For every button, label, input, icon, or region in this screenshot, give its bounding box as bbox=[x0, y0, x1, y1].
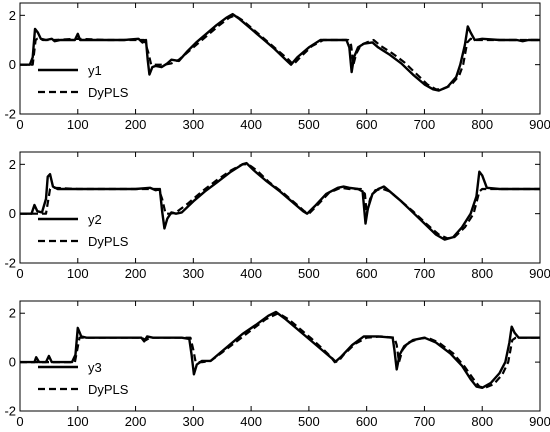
x-tick-label: 400 bbox=[240, 117, 262, 132]
x-tick-label: 0 bbox=[16, 117, 23, 132]
x-tick-label: 200 bbox=[125, 266, 147, 281]
legend-label: y1 bbox=[88, 63, 102, 78]
x-tick-label: 600 bbox=[356, 414, 378, 429]
x-tick-label: 100 bbox=[67, 117, 89, 132]
series-line-3-dypls bbox=[20, 312, 540, 389]
x-tick-label: 100 bbox=[67, 414, 89, 429]
legend-label: DyPLS bbox=[88, 85, 129, 100]
x-tick-label: 300 bbox=[182, 414, 204, 429]
y-tick-label: 2 bbox=[9, 157, 16, 172]
axes-box-2 bbox=[19, 151, 541, 264]
x-tick-label: 400 bbox=[240, 414, 262, 429]
x-tick-label: 300 bbox=[182, 117, 204, 132]
x-tick-label: 0 bbox=[16, 414, 23, 429]
x-tick-label: 900 bbox=[529, 266, 550, 281]
x-tick-label: 500 bbox=[298, 117, 320, 132]
series-line-3-y3 bbox=[20, 310, 540, 389]
y-tick-label: 0 bbox=[9, 355, 16, 370]
x-tick-label: 700 bbox=[414, 117, 436, 132]
x-tick-label: 900 bbox=[529, 117, 550, 132]
series-line-2-dypls bbox=[20, 163, 540, 240]
x-tick-label: 800 bbox=[471, 117, 493, 132]
axes-box-1 bbox=[19, 2, 541, 115]
series-line-1-dypls bbox=[20, 14, 540, 91]
y-tick-label: 0 bbox=[9, 57, 16, 72]
x-tick-label: 300 bbox=[182, 266, 204, 281]
legend-label: DyPLS bbox=[88, 382, 129, 397]
x-tick-label: 400 bbox=[240, 266, 262, 281]
y-tick-label: -2 bbox=[4, 256, 16, 271]
y-tick-label: -2 bbox=[4, 404, 16, 419]
y-tick-label: -2 bbox=[4, 107, 16, 122]
series-line-2-y2 bbox=[20, 161, 540, 241]
x-tick-label: 200 bbox=[125, 117, 147, 132]
legend-label: DyPLS bbox=[88, 234, 129, 249]
x-tick-label: 900 bbox=[529, 414, 550, 429]
x-tick-label: 600 bbox=[356, 266, 378, 281]
x-tick-label: 200 bbox=[125, 414, 147, 429]
y-tick-label: 2 bbox=[9, 306, 16, 321]
y-tick-label: 0 bbox=[9, 206, 16, 221]
y-tick-label: 2 bbox=[9, 8, 16, 23]
legend-label: y3 bbox=[88, 360, 102, 375]
x-tick-label: 800 bbox=[471, 414, 493, 429]
x-tick-label: 500 bbox=[298, 414, 320, 429]
series-line-1-y1 bbox=[20, 12, 540, 92]
x-tick-label: 700 bbox=[414, 414, 436, 429]
axes-box-3 bbox=[19, 300, 541, 412]
x-tick-label: 500 bbox=[298, 266, 320, 281]
x-tick-label: 600 bbox=[356, 117, 378, 132]
x-tick-label: 700 bbox=[414, 266, 436, 281]
x-tick-label: 0 bbox=[16, 266, 23, 281]
legend-label: y2 bbox=[88, 212, 102, 227]
x-tick-label: 100 bbox=[67, 266, 89, 281]
x-tick-label: 800 bbox=[471, 266, 493, 281]
